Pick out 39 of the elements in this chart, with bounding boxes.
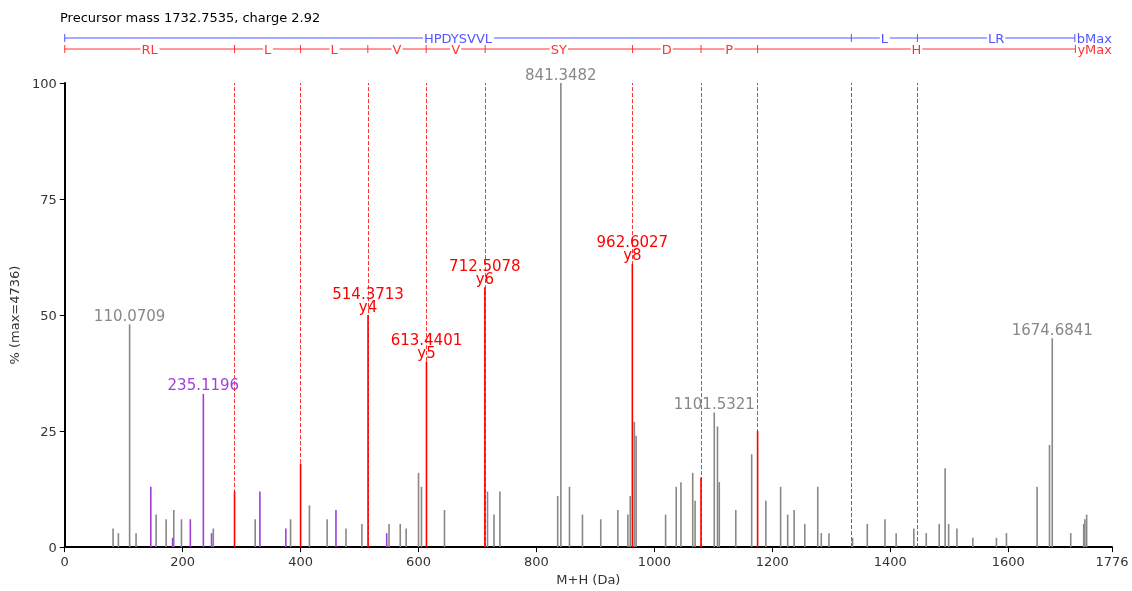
text: RL — [141, 41, 159, 57]
x-tick-label: 600 — [406, 554, 431, 570]
text: P — [725, 41, 734, 57]
x-axis-title: M+H (Da) — [556, 572, 621, 587]
text: bMax — [1076, 30, 1113, 46]
text: V — [392, 41, 402, 57]
y-tick-label: 25 — [40, 423, 57, 439]
annotation: 235.1196 — [167, 376, 240, 395]
y-tick-label: 50 — [40, 307, 57, 323]
annotation: 962.6027 y8 — [596, 233, 669, 265]
annotation: 110.0709 — [93, 306, 166, 325]
x-tick-label: 1000 — [637, 554, 671, 570]
text: LR — [987, 30, 1005, 46]
annotation: 1101.5321 — [673, 395, 755, 414]
x-tick-label: 400 — [288, 554, 313, 570]
annotation: 841.3482 — [525, 65, 597, 84]
y-tick-label: 75 — [40, 191, 57, 207]
text: L — [330, 41, 339, 57]
chart-title: Precursor mass 1732.7535, charge 2.92 — [60, 10, 321, 25]
text: SY — [550, 41, 568, 57]
x-tick-label: 0 — [60, 554, 69, 570]
annotation: 1674.6841 — [1011, 320, 1093, 339]
text: HPDYSVVL — [423, 30, 493, 46]
x-tick-label: 200 — [170, 554, 196, 570]
x-tick-label: 800 — [524, 554, 549, 570]
text: H — [911, 41, 922, 57]
x-tick-label: 1776 — [1095, 554, 1129, 570]
x-tick-label: 1600 — [991, 554, 1025, 570]
annotation: 514.3713 y4 — [332, 284, 404, 316]
annotation: 613.4401 y5 — [390, 330, 463, 362]
x-tick-label: 1200 — [755, 554, 789, 570]
text: L — [263, 41, 272, 57]
annotation: 712.5078 y6 — [449, 256, 521, 288]
y-axis-title: % (max=4736) — [7, 265, 22, 365]
y-tick-label: 0 — [48, 539, 57, 555]
text: L — [880, 30, 889, 46]
x-tick-label: 1400 — [873, 554, 907, 570]
y-tick-label: 100 — [31, 75, 57, 91]
text: D — [661, 41, 672, 57]
